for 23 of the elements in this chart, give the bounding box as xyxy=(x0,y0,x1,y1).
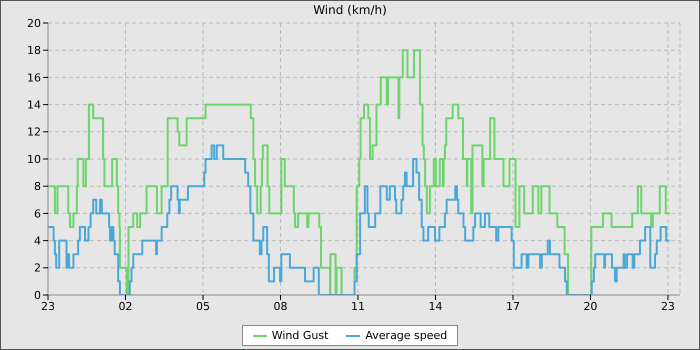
x-tick-label: 02 xyxy=(118,300,132,313)
y-tick-label: 2 xyxy=(34,262,41,275)
x-tick-label: 23 xyxy=(41,300,55,313)
x-tick-label: 11 xyxy=(350,300,365,313)
x-tick-label: 17 xyxy=(506,300,520,313)
y-tick-label: 6 xyxy=(34,207,41,220)
legend-label: Average speed xyxy=(365,329,448,342)
x-tick-label: 20 xyxy=(583,300,598,313)
y-tick-label: 18 xyxy=(27,44,41,58)
y-tick-label: 4 xyxy=(34,234,41,248)
y-tick-label: 12 xyxy=(27,126,41,139)
y-tick-label: 10 xyxy=(27,152,41,166)
y-tick-label: 14 xyxy=(27,98,41,112)
chart-title: Wind (km/h) xyxy=(312,3,388,17)
y-tick-label: 16 xyxy=(27,71,41,84)
y-tick-label: 8 xyxy=(34,180,41,194)
y-tick-label: 20 xyxy=(27,16,41,30)
y-tick-label: 0 xyxy=(34,288,41,302)
x-tick-label: 14 xyxy=(428,300,442,313)
x-tick-label: 05 xyxy=(196,300,210,313)
legend-label: Wind Gust xyxy=(272,329,328,342)
x-tick-label: 08 xyxy=(273,300,288,313)
x-tick-label: 23 xyxy=(660,300,675,313)
